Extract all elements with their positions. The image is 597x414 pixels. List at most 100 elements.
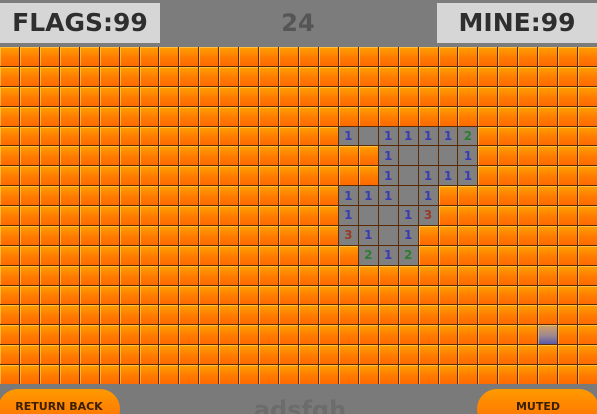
unrevealed-cell[interactable] [179,225,199,245]
unrevealed-cell[interactable] [59,106,79,126]
unrevealed-cell[interactable] [318,325,338,345]
unrevealed-cell[interactable] [498,206,518,225]
unrevealed-cell[interactable] [219,285,239,305]
unrevealed-cell[interactable] [378,305,398,325]
unrevealed-cell[interactable] [378,285,398,305]
unrevealed-cell[interactable] [358,365,378,384]
unrevealed-cell[interactable] [578,146,597,166]
unrevealed-cell[interactable] [0,225,19,245]
revealed-cell[interactable] [358,206,378,225]
unrevealed-cell[interactable] [279,245,298,265]
unrevealed-cell[interactable] [318,186,338,206]
unrevealed-cell[interactable] [19,345,39,365]
unrevealed-cell[interactable] [259,206,279,225]
unrevealed-cell[interactable] [298,86,318,106]
unrevealed-cell[interactable] [159,325,179,345]
unrevealed-cell[interactable] [458,365,478,384]
unrevealed-cell[interactable] [259,106,279,126]
unrevealed-cell[interactable] [0,146,19,166]
unrevealed-cell[interactable] [139,106,159,126]
unrevealed-cell[interactable] [358,305,378,325]
unrevealed-cell[interactable] [558,365,578,384]
unrevealed-cell[interactable] [119,245,139,265]
unrevealed-cell[interactable] [219,106,239,126]
unrevealed-cell[interactable] [438,285,458,305]
unrevealed-cell[interactable] [0,66,19,86]
unrevealed-cell[interactable] [338,285,358,305]
unrevealed-cell[interactable] [418,47,438,66]
unrevealed-cell[interactable] [478,106,498,126]
unrevealed-cell[interactable] [518,325,538,345]
unrevealed-cell[interactable] [578,305,597,325]
unrevealed-cell[interactable] [318,86,338,106]
unrevealed-cell[interactable] [219,225,239,245]
unrevealed-cell[interactable] [398,305,418,325]
revealed-cell[interactable]: 1 [398,206,418,225]
unrevealed-cell[interactable] [0,325,19,345]
unrevealed-cell[interactable] [19,285,39,305]
unrevealed-cell[interactable] [239,305,259,325]
revealed-cell[interactable] [358,126,378,146]
unrevealed-cell[interactable] [179,305,199,325]
unrevealed-cell[interactable] [119,146,139,166]
unrevealed-cell[interactable] [219,206,239,225]
unrevealed-cell[interactable] [578,345,597,365]
unrevealed-cell[interactable] [458,86,478,106]
revealed-cell[interactable]: 1 [378,146,398,166]
return-back-button[interactable]: RETURN BACK [0,389,120,414]
unrevealed-cell[interactable] [458,345,478,365]
unrevealed-cell[interactable] [418,86,438,106]
unrevealed-cell[interactable] [59,365,79,384]
unrevealed-cell[interactable] [159,86,179,106]
unrevealed-cell[interactable] [578,225,597,245]
unrevealed-cell[interactable] [578,186,597,206]
unrevealed-cell[interactable] [458,206,478,225]
unrevealed-cell[interactable] [159,225,179,245]
unrevealed-cell[interactable] [518,265,538,285]
unrevealed-cell[interactable] [239,186,259,206]
unrevealed-cell[interactable] [119,66,139,86]
unrevealed-cell[interactable] [279,206,298,225]
unrevealed-cell[interactable] [219,265,239,285]
unrevealed-cell[interactable] [139,166,159,186]
unrevealed-cell[interactable] [279,365,298,384]
revealed-cell[interactable]: 1 [458,166,478,186]
unrevealed-cell[interactable] [159,206,179,225]
unrevealed-cell[interactable] [558,305,578,325]
unrevealed-cell[interactable] [0,86,19,106]
unrevealed-cell[interactable] [0,186,19,206]
unrevealed-cell[interactable] [318,225,338,245]
unrevealed-cell[interactable] [498,47,518,66]
unrevealed-cell[interactable] [199,126,219,146]
unrevealed-cell[interactable] [398,265,418,285]
unrevealed-cell[interactable] [458,106,478,126]
unrevealed-cell[interactable] [0,47,19,66]
unrevealed-cell[interactable] [179,126,199,146]
unrevealed-cell[interactable] [498,86,518,106]
unrevealed-cell[interactable] [279,265,298,285]
unrevealed-cell[interactable] [358,265,378,285]
unrevealed-cell[interactable] [139,225,159,245]
unrevealed-cell[interactable] [279,146,298,166]
unrevealed-cell[interactable] [338,66,358,86]
unrevealed-cell[interactable] [398,285,418,305]
unrevealed-cell[interactable] [318,305,338,325]
unrevealed-cell[interactable] [239,146,259,166]
unrevealed-cell[interactable] [358,146,378,166]
unrevealed-cell[interactable] [59,285,79,305]
unrevealed-cell[interactable] [338,166,358,186]
unrevealed-cell[interactable] [119,86,139,106]
unrevealed-cell[interactable] [318,146,338,166]
unrevealed-cell[interactable] [179,245,199,265]
unrevealed-cell[interactable] [0,166,19,186]
unrevealed-cell[interactable] [298,305,318,325]
unrevealed-cell[interactable] [79,305,99,325]
unrevealed-cell[interactable] [79,245,99,265]
unrevealed-cell[interactable] [159,106,179,126]
unrevealed-cell[interactable] [518,126,538,146]
unrevealed-cell[interactable] [99,345,119,365]
unrevealed-cell[interactable] [139,345,159,365]
unrevealed-cell[interactable] [538,365,558,384]
unrevealed-cell[interactable] [79,186,99,206]
unrevealed-cell[interactable] [478,285,498,305]
